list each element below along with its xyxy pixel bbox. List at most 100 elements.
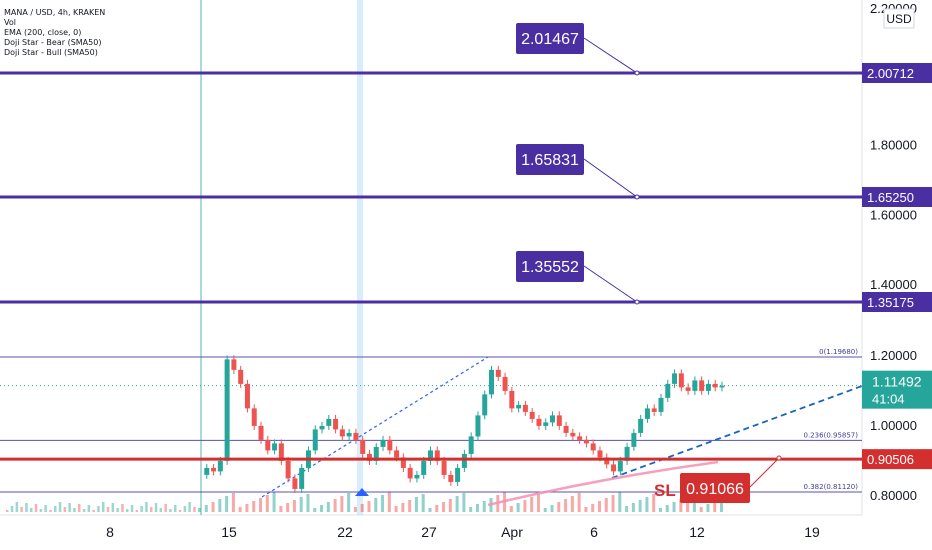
price-candle bbox=[238, 369, 244, 384]
volume-bar bbox=[111, 503, 115, 512]
volume-bar bbox=[121, 504, 124, 512]
price-candle bbox=[278, 443, 284, 461]
price-level-tag bbox=[862, 449, 932, 470]
volume-bar bbox=[320, 505, 324, 512]
volume-bar bbox=[150, 507, 153, 512]
volume-bar bbox=[523, 500, 527, 512]
x-tick-label: 12 bbox=[689, 524, 705, 540]
fib-level-label: 0.382(0.81120) bbox=[804, 483, 859, 491]
volume-bar bbox=[272, 492, 276, 512]
volume-bar bbox=[577, 493, 581, 512]
volume-bar bbox=[63, 507, 67, 512]
volume-bar bbox=[6, 510, 9, 512]
volume-bar bbox=[145, 502, 148, 512]
price-candle bbox=[583, 439, 589, 444]
volume-bar bbox=[387, 492, 391, 512]
volume-bar bbox=[394, 506, 398, 512]
volume-bar bbox=[218, 499, 222, 512]
price-candle bbox=[522, 404, 528, 412]
volume-bar bbox=[557, 502, 561, 512]
volume-bar bbox=[482, 501, 486, 512]
price-candle bbox=[333, 418, 339, 430]
legend-indicator: Doji Star - Bear (SMA50) bbox=[4, 38, 102, 47]
price-candle bbox=[312, 429, 318, 451]
volume-bar bbox=[625, 506, 629, 512]
legend-indicator: Vol bbox=[4, 18, 16, 27]
x-tick-label: 8 bbox=[106, 524, 114, 540]
price-candle bbox=[638, 418, 644, 433]
price-countdown: 41:04 bbox=[872, 392, 905, 407]
price-candle bbox=[299, 467, 305, 489]
volume-bar bbox=[597, 501, 601, 512]
volume-bar bbox=[665, 505, 669, 512]
volume-bar bbox=[174, 505, 177, 512]
volume-bar bbox=[306, 494, 310, 512]
price-level-tag-text: 1.65250 bbox=[867, 190, 914, 205]
x-tick-label: 15 bbox=[221, 524, 237, 540]
price-candle bbox=[319, 425, 325, 430]
price-candle bbox=[556, 415, 562, 426]
volume-bar bbox=[193, 507, 196, 512]
volume-bar bbox=[516, 503, 520, 512]
price-candle bbox=[489, 369, 495, 395]
price-candle bbox=[258, 425, 264, 440]
volume-bar bbox=[475, 504, 479, 512]
price-candle bbox=[705, 383, 711, 391]
volume-bar bbox=[49, 510, 52, 512]
volume-bar bbox=[713, 501, 717, 512]
callout-anchor bbox=[634, 194, 640, 200]
price-candle bbox=[468, 436, 474, 454]
price-candle bbox=[224, 359, 230, 461]
volume-bar bbox=[292, 500, 296, 512]
volume-bar bbox=[652, 494, 656, 512]
volume-bar bbox=[658, 508, 662, 512]
volume-bar bbox=[231, 493, 235, 512]
volume-bar bbox=[188, 502, 191, 512]
volume-bar bbox=[414, 497, 418, 512]
price-candle bbox=[421, 460, 427, 475]
price-level-tag bbox=[862, 292, 932, 312]
price-candle bbox=[427, 450, 433, 461]
price-candle bbox=[482, 394, 488, 416]
price-candle bbox=[407, 467, 413, 479]
y-tick-label: 1.60000 bbox=[870, 207, 917, 222]
legend-indicator: Doji Star - Bull (SMA50) bbox=[4, 48, 98, 57]
volume-bar bbox=[611, 495, 615, 512]
price-candle bbox=[387, 439, 393, 451]
volume-bar bbox=[530, 497, 534, 512]
price-candle bbox=[455, 467, 461, 482]
price-candle bbox=[658, 397, 664, 412]
price-candle bbox=[326, 418, 332, 426]
target-callout bbox=[516, 23, 584, 54]
volume-bar bbox=[448, 499, 452, 512]
callout-anchor bbox=[776, 455, 782, 461]
price-candle bbox=[685, 387, 691, 391]
price-candle bbox=[285, 460, 291, 479]
price-candle bbox=[211, 467, 217, 472]
price-candle bbox=[475, 415, 481, 437]
stop-loss-box bbox=[680, 473, 750, 503]
current-price-value: 1.11492 bbox=[872, 374, 922, 390]
target-callout bbox=[516, 251, 584, 282]
price-candle bbox=[597, 450, 603, 458]
volume-bar bbox=[570, 496, 574, 512]
volume-bar bbox=[97, 506, 100, 512]
stop-loss-tag: SL bbox=[654, 481, 676, 500]
volume-bar bbox=[381, 495, 385, 512]
volume-bar bbox=[286, 503, 290, 512]
fib-level-label: 0(1.19680) bbox=[819, 348, 858, 356]
price-candle bbox=[272, 443, 278, 451]
volume-bar bbox=[211, 502, 215, 512]
y-tick-label: 0.80000 bbox=[870, 488, 917, 503]
y-tick-label: 1.00000 bbox=[870, 418, 917, 433]
volume-bar bbox=[720, 498, 723, 512]
price-candle bbox=[617, 460, 623, 472]
volume-bar bbox=[44, 505, 47, 512]
target-callout-text: 1.35552 bbox=[521, 259, 579, 276]
price-candle bbox=[360, 439, 366, 454]
volume-bar bbox=[672, 502, 676, 512]
volume-bar bbox=[509, 506, 513, 512]
callout-anchor bbox=[634, 299, 640, 305]
price-candle bbox=[231, 359, 237, 370]
